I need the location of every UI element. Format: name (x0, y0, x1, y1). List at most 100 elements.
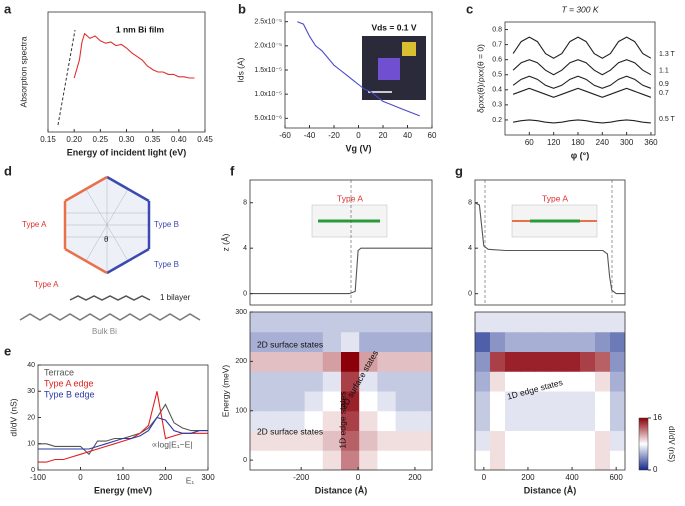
x-tick-label: 0.35 (145, 135, 161, 144)
heat-cell (475, 331, 491, 352)
line (38, 416, 208, 450)
heat-cell (359, 351, 378, 372)
heat-cell (475, 450, 491, 470)
y-tick-label: 0.5 (492, 72, 502, 79)
heat-cell (395, 430, 415, 451)
heat-cell (580, 410, 596, 431)
x-tick-label: -60 (279, 131, 291, 140)
heat-cell (535, 371, 551, 392)
heat-cell (341, 331, 360, 352)
heat-cell (377, 351, 397, 372)
heat-cell (520, 450, 536, 470)
heat-cell (304, 410, 324, 431)
y-tick-label: 40 (27, 362, 35, 369)
heat-cell (580, 371, 596, 392)
heat-cell (535, 351, 551, 372)
y-axis-label: z (Å) (220, 233, 230, 251)
heat-cell (610, 450, 625, 470)
heat-cell (565, 450, 581, 470)
heat-cell (286, 312, 306, 333)
heat-cell (395, 391, 415, 412)
heat-cell (304, 312, 324, 333)
y-tick-label: 4 (468, 245, 472, 252)
heat-cell (304, 371, 324, 392)
heat-cell (475, 371, 491, 392)
heat-cell (520, 410, 536, 431)
heat-cell (250, 331, 269, 352)
heat-cell (475, 351, 491, 372)
heat-cell (490, 371, 506, 392)
heat-cell (535, 312, 551, 333)
heat-cell (250, 450, 269, 470)
label: 1 bilayer (160, 293, 191, 302)
y-tick-label: 1.0x10⁻⁵ (254, 91, 282, 98)
heat-cell (490, 312, 506, 333)
heat-cell (565, 312, 581, 333)
heat-cell (377, 430, 397, 451)
heat-cell (595, 450, 611, 470)
heat-cell (520, 391, 536, 412)
panel-letter: f (230, 163, 235, 178)
y-tick-label: 0 (31, 467, 35, 474)
heat-cell (322, 331, 342, 352)
heat-cell (610, 371, 625, 392)
heat-cell (550, 410, 566, 431)
diagram-d: d Type A Type B θ Type B Type A 1 bilaye… (4, 163, 201, 336)
heat-cell (520, 371, 536, 392)
y-tick-label: 0.3 (492, 102, 502, 109)
x-axis-label: Distance (Å) (315, 485, 368, 495)
x-tick-label: 60 (525, 138, 534, 147)
heat-cell (580, 430, 596, 451)
heat-cell (490, 430, 506, 451)
line (512, 87, 652, 98)
legend-label: Terrace (44, 367, 74, 377)
heat-cell (595, 351, 611, 372)
y-tick-label: 30 (27, 388, 35, 395)
y-tick-label: 0.7 (492, 41, 502, 48)
heat-cell (250, 371, 269, 392)
legend-label: Type A edge (44, 378, 94, 388)
heat-cell (413, 331, 432, 352)
heat-cell (550, 391, 566, 412)
lattice (65, 177, 149, 273)
y-tick-label: 0.2 (492, 117, 502, 124)
y-tick-label: 2.5x10⁻⁵ (254, 19, 282, 26)
heat-cell (550, 430, 566, 451)
x-tick-label: 0 (78, 473, 83, 482)
heat-cell (322, 430, 342, 451)
heat-cell (595, 391, 611, 412)
inset-device (378, 58, 400, 80)
heat-cell (413, 371, 432, 392)
x-tick-label: 240 (596, 138, 610, 147)
heat-cell (268, 371, 287, 392)
heat-cell (535, 430, 551, 451)
heat-cell (490, 351, 506, 372)
heat-cell (304, 331, 324, 352)
panel-letter: c (466, 1, 473, 16)
heat-cell (377, 391, 397, 412)
x-tick-label: 60 (428, 131, 437, 140)
y-tick-label: 0 (243, 457, 247, 464)
y-tick-label: 20 (27, 414, 35, 421)
heat-cell (359, 410, 378, 431)
heat-cell (250, 312, 269, 333)
heat-cell (250, 430, 269, 451)
heat-cell (341, 312, 360, 333)
heat-cell (490, 391, 506, 412)
annotation: 2D surface states (257, 339, 323, 349)
panel-letter: b (238, 1, 246, 16)
label: θ (104, 235, 109, 244)
line (250, 247, 432, 295)
frame (504, 21, 656, 136)
x-tick-label: 360 (644, 138, 658, 147)
x-tick-label: 200 (408, 473, 422, 482)
heat-cell (535, 450, 551, 470)
heat-cell (413, 450, 432, 470)
heat-cell (565, 351, 581, 372)
heat-cell (505, 430, 521, 451)
y-tick-label: 10 (27, 441, 35, 448)
heat-cell (550, 312, 566, 333)
y-tick-label: 0 (243, 290, 247, 297)
heat-cell (595, 312, 611, 333)
